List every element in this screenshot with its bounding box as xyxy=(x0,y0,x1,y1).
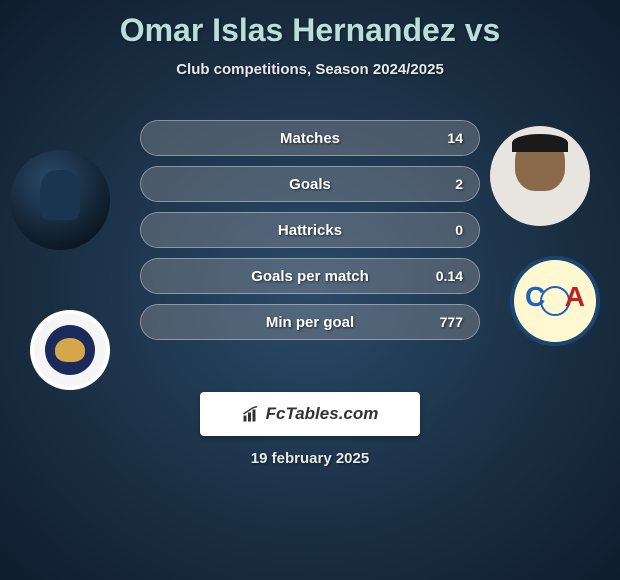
stat-value-right: 0.14 xyxy=(436,268,463,284)
stat-value-right: 777 xyxy=(440,314,463,330)
pumas-logo-icon xyxy=(45,325,95,375)
stat-row: Matches 14 xyxy=(140,120,480,156)
club-left-logo xyxy=(30,310,110,390)
stat-value-right: 14 xyxy=(447,130,463,146)
stat-value-right: 2 xyxy=(455,176,463,192)
stat-label: Goals xyxy=(289,176,331,193)
page-title: Omar Islas Hernandez vs xyxy=(0,0,620,49)
footer-date: 19 february 2025 xyxy=(0,450,620,467)
brand-chart-icon xyxy=(242,405,260,423)
stats-list: Matches 14 Goals 2 Hattricks 0 Goals per match… xyxy=(140,120,480,350)
america-logo-icon: C A xyxy=(523,269,587,333)
club-right-logo: C A xyxy=(510,256,600,346)
stat-label: Min per goal xyxy=(266,314,354,331)
stat-row: Min per goal 777 xyxy=(140,304,480,340)
stat-value-right: 0 xyxy=(455,222,463,238)
brand-label: FcTables.com xyxy=(266,404,379,424)
stat-label: Goals per match xyxy=(251,268,369,285)
brand-badge[interactable]: FcTables.com xyxy=(200,392,420,436)
stat-row: Goals per match 0.14 xyxy=(140,258,480,294)
stat-row: Hattricks 0 xyxy=(140,212,480,248)
stat-label: Hattricks xyxy=(278,222,342,239)
player-left-avatar xyxy=(10,150,110,250)
stat-label: Matches xyxy=(280,130,340,147)
page-subtitle: Club competitions, Season 2024/2025 xyxy=(0,61,620,78)
stat-row: Goals 2 xyxy=(140,166,480,202)
player-right-avatar xyxy=(490,126,590,226)
